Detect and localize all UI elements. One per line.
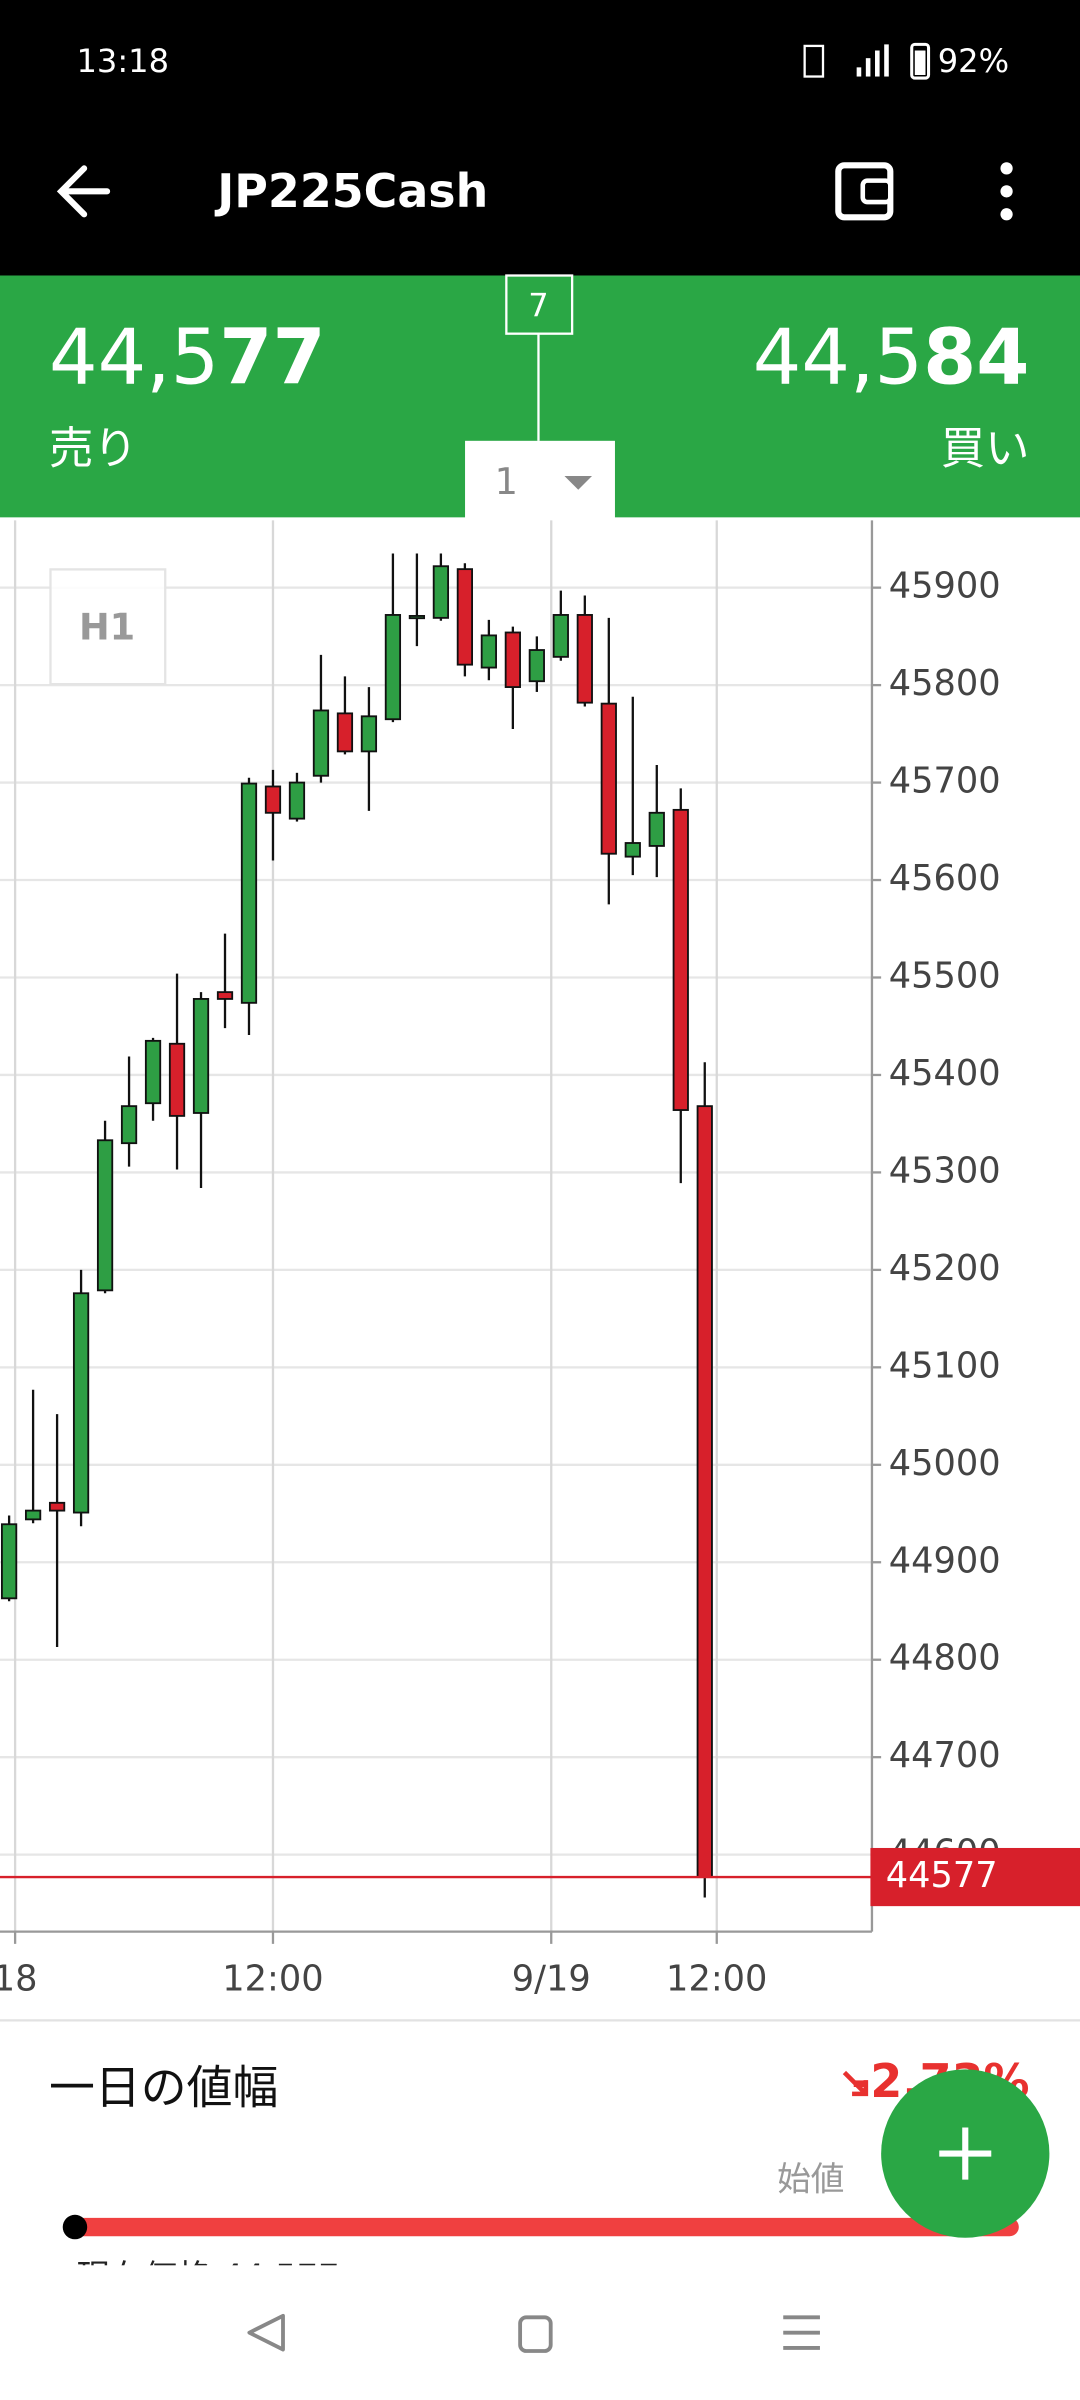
buy-label: 買い [941,424,1030,475]
grid-layer [0,520,872,1932]
lot-box [465,440,615,521]
buy-price: 44,584 [753,314,1030,403]
open-label: 始値 [777,2160,844,2199]
candle-body [576,614,593,704]
nav-bar [0,2265,1080,2400]
app-title: JP225Cash [214,164,488,218]
x-tick-label: 12:00 [666,1959,767,2000]
sell-price-lead: 44,5 [49,314,219,403]
last-price-tag [870,1847,1080,1907]
candle-body [264,785,282,814]
change-arrow [842,2070,869,2097]
x-tick-label: 9/19 [512,1959,591,2000]
y-tick-label: 45300 [889,1150,1001,1191]
last-price-label: 44577 [886,1855,998,1896]
candle-body [672,808,689,1111]
daily-range-title: 一日の値幅 [49,2060,278,2114]
sell-label: 売り [49,424,138,475]
wallet-button[interactable] [835,162,894,221]
app-bar-bg [0,0,1080,276]
candle-body [408,615,426,620]
sell-button[interactable]: 44,577 売り [49,314,326,475]
y-tick-label: 45400 [889,1053,1001,1094]
range-marker [62,2214,88,2240]
candle-body [528,649,545,683]
spread: 7 [528,287,548,325]
y-tick-label: 44900 [889,1540,1001,1581]
candle-body [312,709,330,777]
timeframe-button[interactable]: H1 [49,568,167,686]
menu-button[interactable] [1000,162,1013,221]
y-tick-label: 45800 [889,663,1001,704]
price-layer: 44577 [0,1847,1080,1907]
candle-body [240,782,258,1004]
x-tick-label: 18 [0,1959,37,2000]
candle-body [360,715,378,753]
candle-body [288,781,306,820]
sell-price: 44,577 [49,314,326,403]
sell-price-big: 77 [219,314,325,403]
y-tick-label: 44700 [889,1735,1001,1776]
buy-button[interactable]: 44,584 買い [753,314,1030,475]
range-bar [64,2217,1019,2237]
x-tick-label: 12:00 [222,1959,323,2000]
buy-price-big: 84 [923,314,1029,403]
candle-body [648,811,665,847]
candle-body [504,631,521,688]
candle-body [336,712,354,753]
nav-home[interactable] [518,2315,553,2353]
add-icon [939,2127,992,2180]
nav-menu[interactable] [783,2315,820,2350]
candle-body [72,1292,90,1514]
candle-body [216,991,234,1000]
status-time: 13:18 [76,42,169,80]
candle-body [144,1039,162,1105]
y-tick-label: 45100 [889,1345,1001,1386]
candle-layer [1,553,713,1898]
timeframe: H1 [79,606,135,649]
nav-back[interactable] [247,2313,285,2352]
lot-dropdown-arrow [564,476,593,490]
candle-body [96,1139,114,1292]
candle-body [48,1501,66,1512]
timeframe-box [49,568,167,686]
y-tick-label: 45900 [889,566,1001,607]
candle-body [192,998,210,1114]
lot-selector[interactable]: 1 [465,440,615,521]
label-layer: 4460044700448004490045000451004520045300… [0,566,1001,2000]
candle-body [168,1042,186,1117]
candle-body [24,1509,42,1521]
lot-value: 1 [495,460,518,503]
candle-body [432,565,450,619]
y-tick-label: 44800 [889,1638,1001,1679]
y-tick-label: 45600 [889,858,1001,899]
buy-price-lead: 44,5 [753,314,923,403]
candle-body [696,1105,713,1878]
y-tick-label: 45000 [889,1443,1001,1484]
status-battery: 92% [938,42,1009,80]
candle-body [480,634,497,669]
y-tick-label: 45500 [889,955,1001,996]
candle-body [552,614,569,658]
candle-body [600,702,617,855]
candle-body [120,1105,138,1145]
y-tick-label: 45700 [889,761,1001,802]
candle-body [384,614,402,721]
candle-body [624,842,641,858]
status-icons [803,42,931,80]
candle-body [456,568,473,666]
y-tick-label: 45200 [889,1248,1001,1289]
candle-body [1,1523,18,1600]
back-button[interactable] [56,165,111,218]
